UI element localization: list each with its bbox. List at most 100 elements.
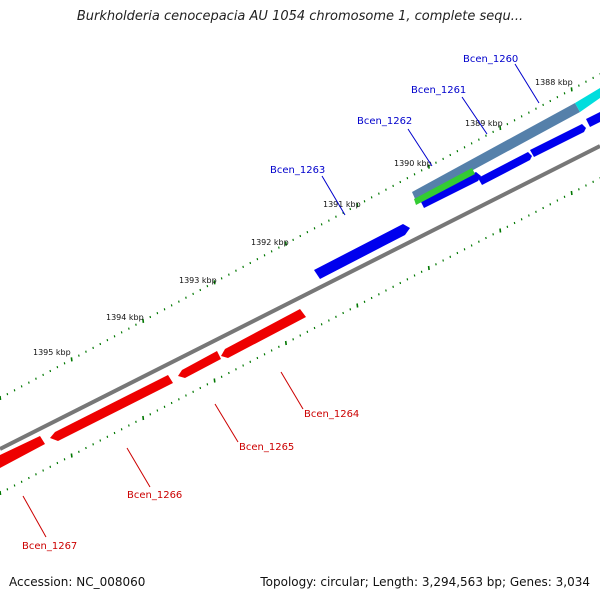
tick-mark <box>556 95 559 99</box>
gene-arrow-bcen-1263[interactable] <box>314 224 410 279</box>
tick-mark <box>249 261 252 265</box>
gene-label-bcen-1267[interactable]: Bcen_1267 <box>22 541 77 552</box>
tick-mark <box>78 450 80 453</box>
tick-mark <box>0 490 2 496</box>
tick-mark <box>128 424 130 427</box>
tick-mark <box>549 203 552 206</box>
tick-mark <box>42 373 44 377</box>
gene-label-bcen-1263[interactable]: Bcen_1263 <box>270 165 325 176</box>
tick-mark <box>20 385 23 388</box>
kbp-label: 1395 kbp <box>33 348 71 357</box>
tick-mark <box>406 176 409 180</box>
tick-mark <box>70 453 73 458</box>
gene-arrow-bcen-1266[interactable] <box>50 375 173 441</box>
tick-mark <box>92 443 94 446</box>
tick-mark <box>442 157 444 161</box>
tick-mark <box>28 476 30 480</box>
gene-label-bcen-1262[interactable]: Bcen_1262 <box>357 116 412 127</box>
tick-mark <box>585 80 587 83</box>
tick-mark <box>427 164 430 169</box>
tick-mark <box>478 240 480 243</box>
tick-mark <box>363 300 366 303</box>
tick-mark <box>85 350 87 353</box>
tick-mark <box>570 87 573 92</box>
reverse-callouts: Bcen_1264 Bcen_1265 Bcen_1266 Bcen_1267 <box>22 371 359 552</box>
tick-mark <box>135 323 137 326</box>
tick-mark <box>85 446 87 450</box>
tick-mark <box>113 431 116 435</box>
tick-mark <box>528 111 530 114</box>
tick-mark <box>520 115 523 118</box>
tick-mark <box>506 225 509 228</box>
gene-label-bcen-1266[interactable]: Bcen_1266 <box>127 490 182 501</box>
tick-mark <box>370 296 373 300</box>
tick-mark <box>106 435 109 438</box>
kbp-labels: 1388 kbp 1389 kbp 1390 kbp 1391 kbp 1392… <box>33 78 573 357</box>
tick-mark <box>535 210 537 213</box>
gene-arrow-bcen-1261[interactable] <box>478 152 532 185</box>
tick-mark <box>349 308 352 311</box>
tick-mark <box>563 92 566 95</box>
tick-mark <box>399 180 402 184</box>
tick-mark <box>520 218 523 221</box>
gene-arrow-bcen-1260[interactable] <box>530 124 586 157</box>
tick-mark <box>220 375 223 378</box>
tick-mark <box>156 311 159 315</box>
tick-mark <box>213 280 216 285</box>
tick-mark <box>570 190 573 196</box>
tick-mark <box>578 188 580 191</box>
tick-mark <box>56 365 59 369</box>
tick-mark <box>263 254 266 257</box>
tick-mark <box>284 241 287 246</box>
tick-mark <box>513 119 516 122</box>
tick-mark <box>120 428 123 431</box>
tick-mark <box>456 251 459 255</box>
reverse-strand <box>0 309 306 468</box>
tick-mark <box>142 415 145 421</box>
kbp-label: 1391 kbp <box>323 200 361 209</box>
tick-mark <box>470 142 473 145</box>
gene-arrow-bcen-1267[interactable] <box>0 436 45 468</box>
tick-mark <box>199 386 202 390</box>
gene-label-bcen-1265[interactable]: Bcen_1265 <box>239 442 294 453</box>
gene-arrow-bcen-1265[interactable] <box>178 351 221 378</box>
gene-label-bcen-1261[interactable]: Bcen_1261 <box>411 85 466 96</box>
gene-label-bcen-1264[interactable]: Bcen_1264 <box>304 409 359 420</box>
tick-mark <box>6 488 9 491</box>
tick-mark <box>392 184 394 188</box>
tick-mark <box>385 188 387 191</box>
tick-mark <box>342 311 344 315</box>
tick-mark <box>456 149 459 153</box>
topology-text: Topology: circular; Length: 3,294,563 bp… <box>260 575 590 589</box>
tick-mark <box>78 354 80 357</box>
tick-mark <box>13 389 16 392</box>
gene-arrow-bcen-1264[interactable] <box>221 309 306 358</box>
tick-mark <box>485 236 487 240</box>
tick-mark <box>228 273 230 276</box>
tick-mark <box>363 200 366 203</box>
tick-mark <box>213 378 216 383</box>
tick-mark <box>556 199 559 202</box>
tick-mark <box>563 195 566 198</box>
tick-mark <box>163 405 166 408</box>
tick-mark <box>99 439 102 442</box>
tick-mark <box>506 122 509 126</box>
forward-strand <box>314 88 600 279</box>
kbp-label: 1390 kbp <box>394 159 432 168</box>
tick-mark <box>592 180 594 183</box>
tick-mark <box>63 458 66 461</box>
tick-mark <box>263 353 266 356</box>
tick-mark <box>328 219 330 222</box>
tick-mark <box>306 330 309 333</box>
tick-mark <box>499 228 502 233</box>
gene-label-bcen-1260[interactable]: Bcen_1260 <box>463 54 518 65</box>
tick-rings <box>0 73 600 496</box>
tick-mark <box>435 161 437 164</box>
tick-mark <box>49 465 52 468</box>
tick-mark <box>320 223 323 226</box>
gene-arrow-bcen-1262[interactable] <box>420 172 481 208</box>
tick-mark <box>542 103 544 107</box>
gene-arrow-bcen-1259[interactable] <box>586 112 600 127</box>
feature-steel-band <box>412 103 580 201</box>
